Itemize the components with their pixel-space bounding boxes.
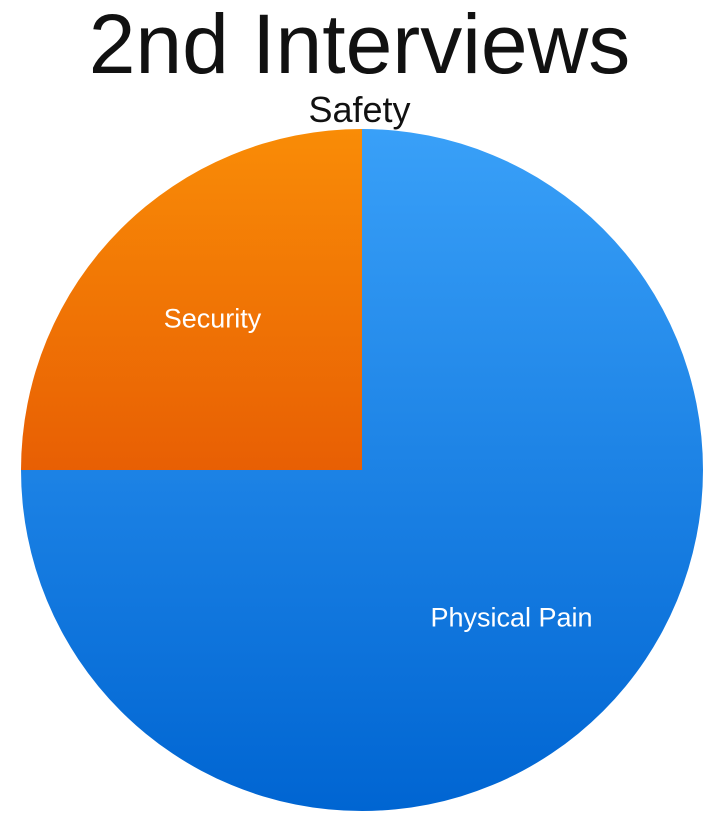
- pie-label-security: Security: [164, 304, 262, 334]
- pie-slice-security: [21, 129, 362, 470]
- page-title: 2nd Interviews: [88, 0, 631, 91]
- chart-subtitle: Safety: [308, 89, 411, 130]
- pie-slices: [21, 129, 703, 811]
- pie-label-physical-pain: Physical Pain: [430, 603, 592, 633]
- pie-slice-labels: Physical Pain Security: [164, 304, 593, 633]
